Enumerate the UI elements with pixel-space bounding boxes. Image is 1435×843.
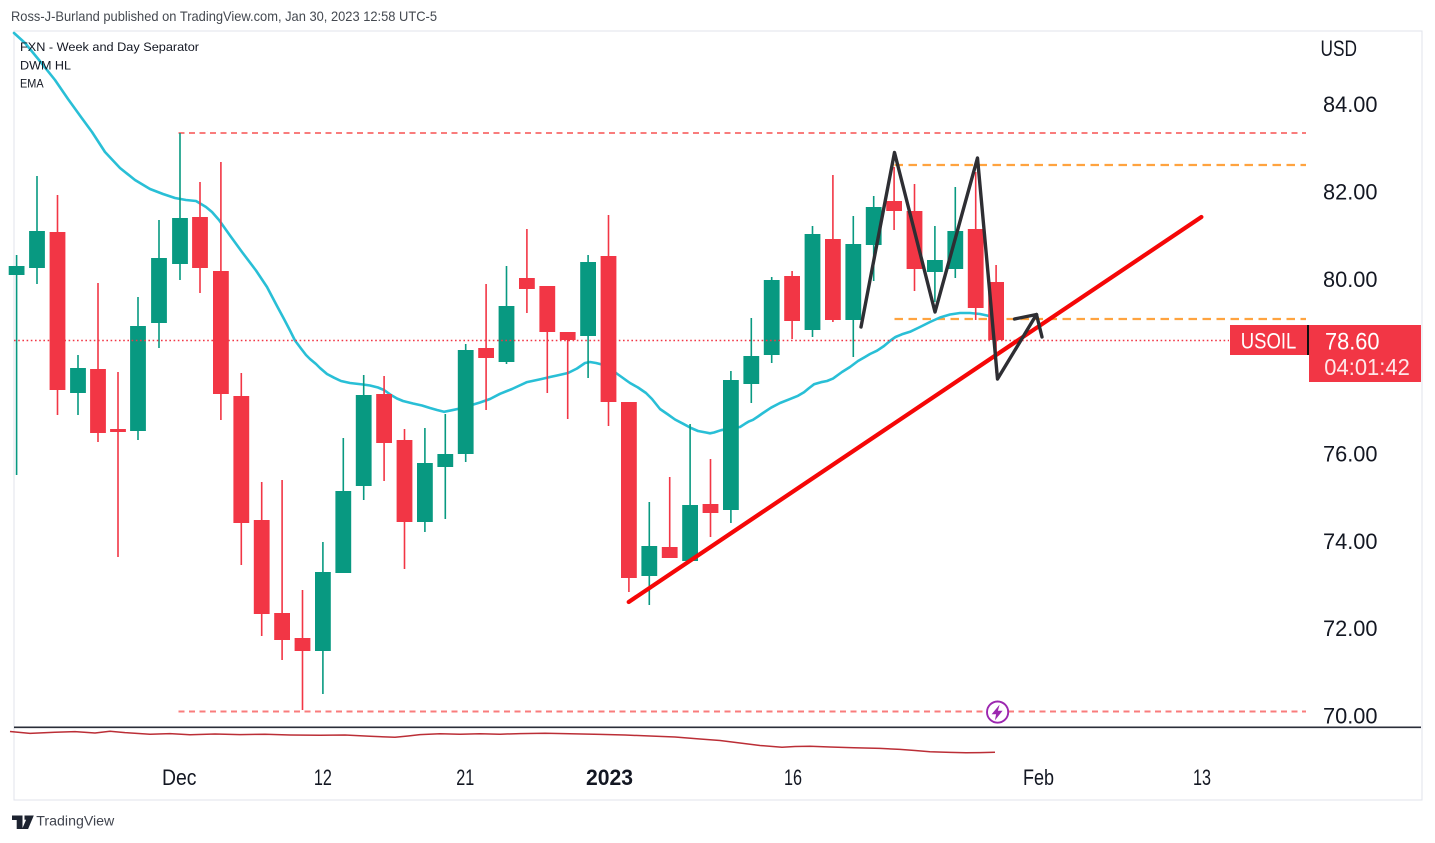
- svg-text:FXN - Week and Day Separator: FXN - Week and Day Separator: [20, 40, 199, 54]
- svg-text:TradingView: TradingView: [36, 814, 114, 829]
- svg-text:Feb: Feb: [1023, 765, 1054, 790]
- svg-text:80.00: 80.00: [1323, 267, 1378, 292]
- svg-text:DWM HL: DWM HL: [20, 58, 71, 72]
- svg-text:USOIL: USOIL: [1241, 329, 1297, 354]
- svg-text:Ross-J-Burland published on Tr: Ross-J-Burland published on TradingView.…: [11, 9, 437, 24]
- svg-text:72.00: 72.00: [1323, 616, 1378, 641]
- svg-text:84.00: 84.00: [1323, 92, 1378, 117]
- svg-text:12: 12: [314, 765, 332, 790]
- svg-text:EMA: EMA: [20, 77, 44, 91]
- svg-text:2023: 2023: [586, 765, 633, 790]
- svg-text:70.00: 70.00: [1323, 704, 1378, 729]
- svg-text:78.60: 78.60: [1325, 329, 1380, 356]
- svg-text:21: 21: [456, 765, 474, 790]
- svg-text:USD: USD: [1321, 36, 1358, 61]
- svg-text:16: 16: [784, 765, 802, 790]
- svg-text:04:01:42: 04:01:42: [1324, 354, 1410, 380]
- svg-text:13: 13: [1193, 765, 1211, 790]
- svg-text:Dec: Dec: [162, 765, 197, 790]
- svg-text:76.00: 76.00: [1323, 442, 1378, 467]
- svg-text:82.00: 82.00: [1323, 180, 1378, 205]
- svg-text:74.00: 74.00: [1323, 529, 1378, 554]
